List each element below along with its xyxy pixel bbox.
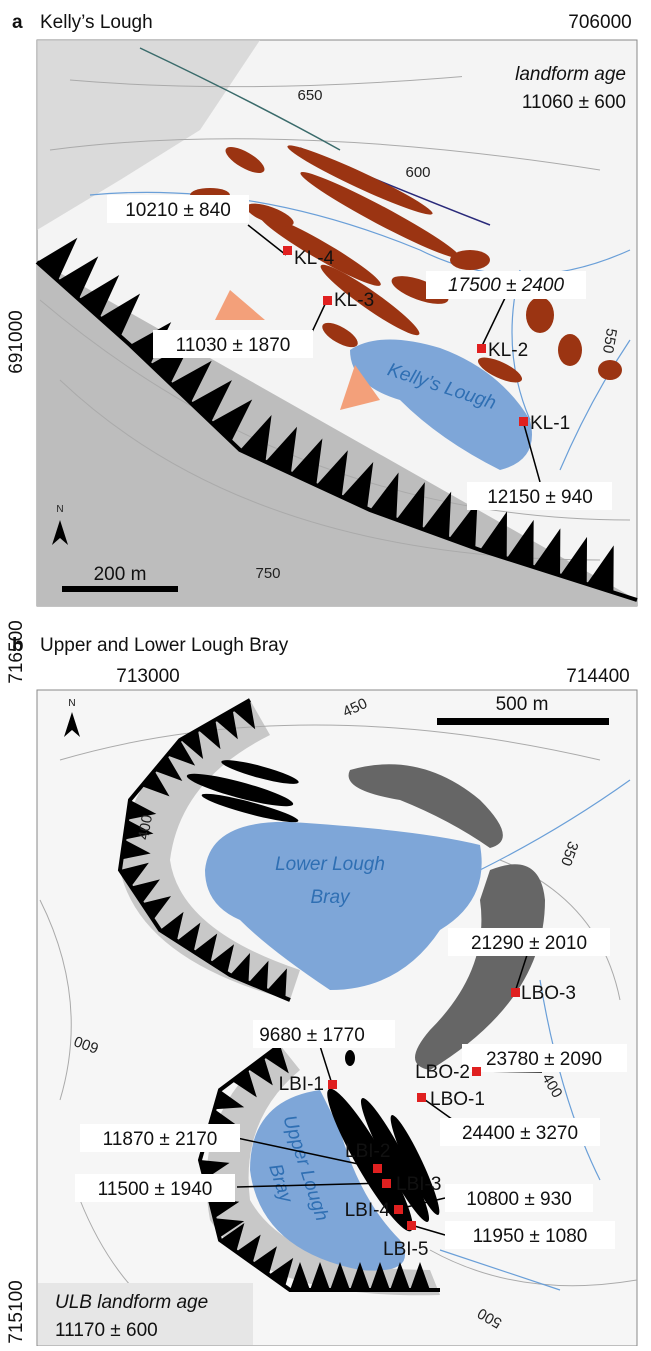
scale-bar xyxy=(437,718,609,725)
sample-point xyxy=(373,1164,382,1173)
lake-label: Lower Lough xyxy=(275,854,385,875)
sample-age: 9680 ± 1770 xyxy=(259,1025,365,1046)
sample-id: KL-4 xyxy=(294,248,335,269)
sample-point xyxy=(511,988,520,997)
coord-label: 716500 xyxy=(6,620,27,683)
sample-age: 10800 ± 930 xyxy=(466,1189,572,1210)
sample-age: 11870 ± 2170 xyxy=(103,1129,218,1150)
scale-label: 500 m xyxy=(496,694,549,715)
sample-point xyxy=(477,344,486,353)
sample-point xyxy=(394,1205,403,1214)
sample-age: 24400 ± 3270 xyxy=(462,1123,578,1144)
sample-age: 23780 ± 2090 xyxy=(486,1049,602,1070)
panel-letter: a xyxy=(12,12,23,33)
sample-point xyxy=(328,1080,337,1089)
sample-id: LBO-3 xyxy=(521,983,576,1004)
sample-age: 17500 ± 2400 xyxy=(448,275,565,296)
sample-point xyxy=(472,1067,481,1076)
sample-age: 21290 ± 2010 xyxy=(471,933,587,954)
coord-label: 714400 xyxy=(566,666,629,687)
age-label: ULB landform age xyxy=(55,1292,208,1313)
lake-label: Bray xyxy=(310,887,351,908)
coord-label: 706000 xyxy=(568,12,631,33)
sample-point xyxy=(417,1093,426,1102)
sample-age: 11030 ± 1870 xyxy=(176,335,291,356)
sample-id: KL-1 xyxy=(530,413,570,434)
sample-point xyxy=(519,417,528,426)
north-label: N xyxy=(56,504,63,515)
landform-age: 11170 ± 600 xyxy=(55,1320,158,1341)
sample-point xyxy=(382,1179,391,1188)
coord-label: 691000 xyxy=(6,310,27,373)
sample-id: LBI-3 xyxy=(396,1174,441,1195)
figure: a Kelly’s Lough 706000 691000 650 600 55… xyxy=(0,0,651,1346)
coord-label: 715100 xyxy=(6,1280,27,1343)
sample-age: 11500 ± 1940 xyxy=(98,1179,213,1200)
sample-age: 11950 ± 1080 xyxy=(473,1226,588,1247)
age-label: landform age xyxy=(515,64,626,85)
sample-id: LBI-1 xyxy=(279,1074,324,1095)
contour-label: 600 xyxy=(405,164,430,181)
sample-id: LBO-1 xyxy=(430,1089,485,1110)
scale-bar xyxy=(62,586,178,592)
sample-id: LBI-2 xyxy=(345,1141,390,1162)
scale-label: 200 m xyxy=(94,564,147,585)
sample-id: LBO-2 xyxy=(415,1062,470,1083)
panel-title: Upper and Lower Lough Bray xyxy=(40,635,289,656)
sample-id: LBI-5 xyxy=(383,1239,428,1260)
sample-point xyxy=(407,1221,416,1230)
page: a Kelly’s Lough 706000 691000 650 600 55… xyxy=(0,0,651,1346)
sample-age: 10210 ± 840 xyxy=(125,200,231,221)
panel-title: Kelly’s Lough xyxy=(40,12,153,33)
sample-point xyxy=(323,296,332,305)
landform-age: 11060 ± 600 xyxy=(522,92,626,113)
north-label: N xyxy=(68,698,75,709)
sample-id: KL-3 xyxy=(334,290,374,311)
sample-id: LBI-4 xyxy=(345,1200,391,1221)
sample-id: KL-2 xyxy=(488,340,528,361)
coord-label: 713000 xyxy=(116,666,179,687)
sample-point xyxy=(283,246,292,255)
contour-label: 750 xyxy=(255,565,280,582)
contour-label: 650 xyxy=(297,87,322,104)
sample-age: 12150 ± 940 xyxy=(487,487,593,508)
